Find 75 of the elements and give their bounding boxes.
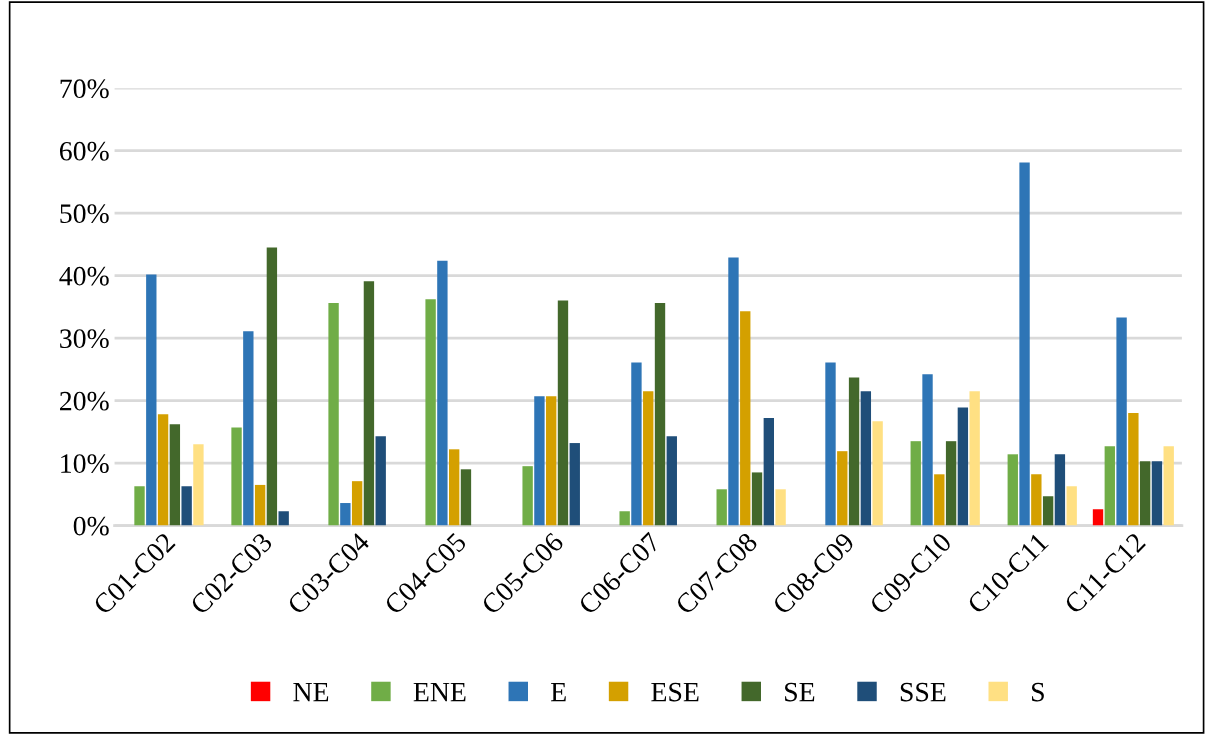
bar [860,391,872,526]
bar [437,260,448,526]
legend-label: SSE [900,682,946,702]
y-tick-label: 70% [60,79,109,99]
bar [654,303,666,526]
bar [278,511,289,526]
bar [569,443,580,526]
bar [1116,317,1127,526]
legend-label: S [1032,682,1044,702]
bar [1128,413,1139,526]
bar [619,511,630,526]
bar [728,257,739,526]
bar [643,391,654,526]
bar [557,300,569,526]
bar [1031,474,1042,526]
bar [534,396,545,526]
bar [243,331,254,526]
bar [969,391,980,526]
bar [522,466,533,526]
bar [666,436,677,526]
y-tick-label: 10% [61,454,109,474]
bar [1151,461,1163,526]
bar [134,486,145,526]
bar [193,444,204,526]
bar [716,489,727,526]
bar [631,362,642,526]
bar [181,486,192,526]
bar [375,436,386,526]
bar [340,503,351,526]
legend-label: ESE [651,682,699,702]
bar [825,362,836,526]
bar [922,374,933,526]
y-tick-label: 50% [60,204,109,224]
bar [266,247,278,526]
bar [546,396,557,526]
bar [751,472,763,526]
bar [934,474,945,526]
bar [740,311,751,526]
bar [1066,486,1077,526]
legend-label: ENE [413,682,466,702]
bar [1104,446,1115,526]
bar [328,303,339,526]
legend-label: SE [785,682,815,702]
bar [1139,461,1151,526]
bar [1163,446,1174,526]
bar [910,441,921,526]
bar [1019,162,1030,526]
bar [763,418,774,526]
bar [351,481,363,526]
y-tick-label: 20% [60,391,109,411]
bar [1054,454,1066,526]
bar [775,489,786,526]
bar [425,299,436,526]
bar [169,424,181,526]
bar [1042,496,1054,526]
bar [146,274,157,526]
y-tick-label: 60% [59,141,109,161]
bar [1092,509,1104,526]
bar [848,377,860,526]
bar [157,414,169,526]
legend-label: E [551,682,566,702]
y-tick-label: 0% [73,516,109,536]
bar [872,421,883,526]
y-tick-label: 40% [59,266,109,286]
bar [363,281,375,526]
legend-label: NE [293,682,329,702]
bar [945,441,957,526]
bar [837,451,848,526]
bar [448,449,460,526]
bar [231,427,242,526]
bar [254,484,266,526]
y-tick-label: 30% [60,329,109,349]
bar [460,469,472,526]
bar [957,407,969,526]
bar [1007,454,1018,526]
